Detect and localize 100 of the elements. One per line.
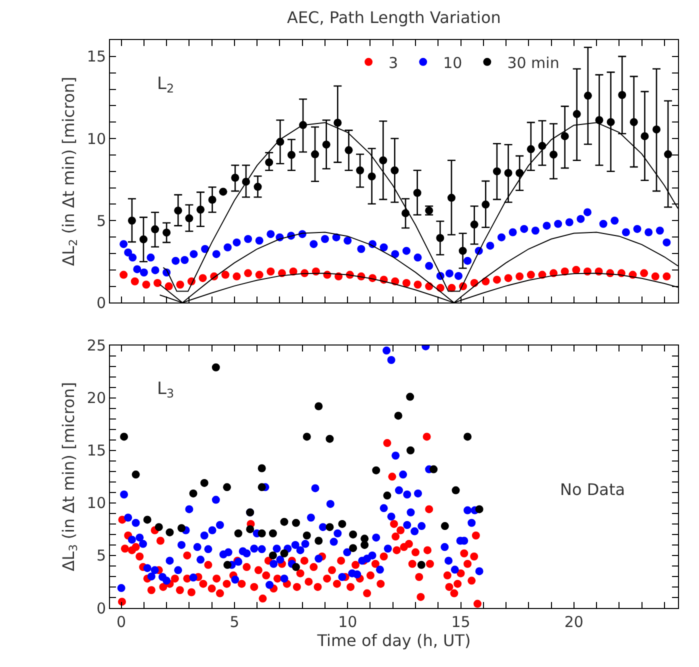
point <box>349 544 358 552</box>
point <box>464 256 472 265</box>
point <box>651 272 660 280</box>
point <box>180 256 189 264</box>
point <box>258 529 266 538</box>
point <box>224 243 232 252</box>
point <box>445 269 454 278</box>
point <box>550 150 558 159</box>
point <box>383 492 392 500</box>
point <box>413 188 422 197</box>
point <box>231 174 240 182</box>
point <box>630 118 638 126</box>
annotation: No Data <box>560 480 626 499</box>
point <box>311 150 320 158</box>
x-tick-label: 0 <box>116 613 126 631</box>
point <box>583 208 592 216</box>
legend-label: 10 <box>443 54 462 72</box>
point <box>258 483 266 492</box>
point <box>554 220 562 228</box>
point <box>143 516 152 524</box>
point <box>652 125 660 134</box>
point <box>176 280 184 289</box>
point <box>320 235 329 243</box>
point <box>314 536 323 545</box>
point <box>380 243 388 252</box>
point <box>151 266 160 274</box>
point <box>222 483 231 492</box>
point <box>166 528 174 536</box>
point <box>454 272 462 280</box>
point <box>287 150 296 159</box>
point <box>640 269 648 278</box>
point <box>280 518 288 526</box>
y-tick-label: 5 <box>96 212 106 230</box>
point <box>200 478 208 487</box>
point <box>464 432 472 441</box>
point <box>120 432 128 441</box>
point <box>338 520 346 528</box>
y-tick-label: 20 <box>86 389 106 408</box>
point <box>133 265 142 274</box>
point <box>560 132 569 140</box>
point <box>618 91 626 99</box>
point <box>255 270 264 279</box>
y-tick-label: 5 <box>96 546 106 565</box>
point <box>212 363 220 372</box>
point <box>440 522 449 530</box>
point <box>486 242 494 250</box>
point <box>130 277 139 286</box>
point <box>470 220 478 229</box>
point <box>360 540 369 549</box>
y-tick-label: 0 <box>96 599 106 618</box>
point <box>164 282 173 290</box>
point <box>357 245 366 254</box>
y-tick-label: 15 <box>86 442 106 460</box>
point <box>120 240 128 248</box>
point <box>349 530 358 538</box>
point <box>664 150 672 158</box>
point <box>151 225 160 234</box>
point <box>221 270 230 279</box>
point <box>508 228 517 236</box>
point <box>139 235 148 244</box>
point <box>172 256 180 265</box>
point <box>662 238 671 246</box>
point <box>390 166 399 174</box>
point <box>266 268 275 276</box>
point <box>162 228 171 237</box>
point <box>146 254 155 262</box>
point <box>599 220 608 228</box>
point <box>425 262 434 270</box>
point <box>190 250 198 258</box>
point <box>452 486 460 494</box>
legend-label: 30 min <box>507 54 560 72</box>
point <box>124 248 132 256</box>
point <box>196 206 205 214</box>
point <box>266 230 275 238</box>
point <box>314 402 323 410</box>
point <box>402 279 410 287</box>
point <box>246 525 254 534</box>
point <box>497 233 506 242</box>
point <box>526 145 535 154</box>
point <box>516 272 524 280</box>
point <box>234 529 242 538</box>
point <box>223 560 232 569</box>
point <box>542 222 551 230</box>
x-tick-label: 15 <box>451 613 470 631</box>
point <box>292 563 300 572</box>
point <box>565 218 574 226</box>
chart-title: AEC, Path Length Variation <box>287 8 501 27</box>
point <box>326 523 334 532</box>
point <box>326 434 334 443</box>
point <box>265 158 274 166</box>
point <box>482 277 490 286</box>
point <box>526 270 535 279</box>
point <box>232 272 241 280</box>
point <box>504 168 512 177</box>
x-axis-title: Time of day (h, UT) <box>316 631 471 650</box>
x-tick-label: 10 <box>338 613 358 631</box>
point <box>310 240 318 248</box>
point <box>436 234 444 242</box>
point <box>520 224 528 233</box>
annotation: L$_{2}$ <box>157 74 174 96</box>
